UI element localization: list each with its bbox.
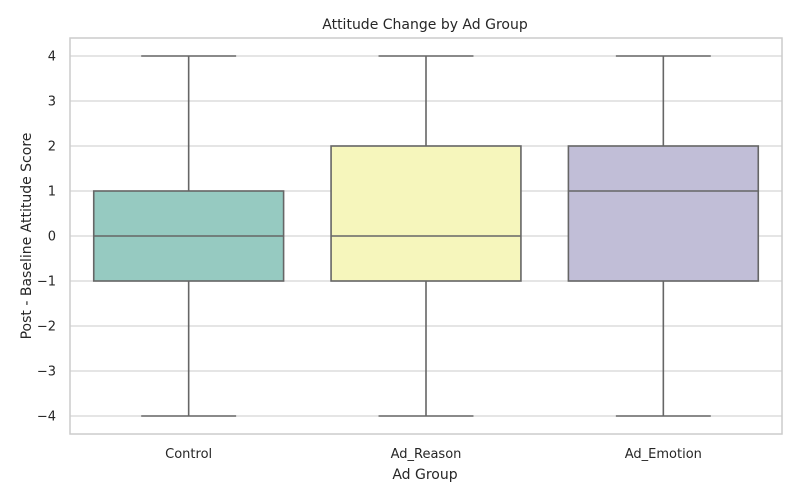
y-tick-label: 3 bbox=[48, 95, 56, 110]
box-ad-reason bbox=[330, 55, 522, 417]
x-tick-label: Ad_Emotion bbox=[625, 447, 702, 462]
plot-frame bbox=[69, 37, 783, 435]
box-ad-emotion bbox=[567, 55, 760, 417]
box-control bbox=[92, 55, 285, 417]
y-tick-label: −3 bbox=[37, 365, 56, 380]
x-axis-label: Ad Group bbox=[392, 467, 457, 483]
chart-title: Attitude Change by Ad Group bbox=[322, 17, 528, 33]
y-tick-label: 2 bbox=[48, 140, 56, 155]
x-tick-label: Ad_Reason bbox=[391, 447, 462, 462]
x-tick-label: Control bbox=[165, 447, 212, 462]
y-tick-label: −1 bbox=[37, 275, 56, 290]
boxes-group bbox=[92, 55, 760, 417]
y-tick-labels: −4 −3 −2 −1 0 1 2 3 4 bbox=[37, 50, 56, 425]
iqr-box bbox=[567, 145, 760, 282]
y-axis-label: Post - Baseline Attitude Score bbox=[19, 133, 35, 340]
y-tick-label: 0 bbox=[48, 230, 56, 245]
x-tick-labels: Control Ad_Reason Ad_Emotion bbox=[165, 447, 702, 462]
y-tick-label: −2 bbox=[37, 320, 56, 335]
y-tick-label: 4 bbox=[48, 50, 56, 65]
iqr-box bbox=[330, 145, 522, 282]
y-tick-label: 1 bbox=[48, 185, 56, 200]
y-tick-label: −4 bbox=[37, 410, 56, 425]
